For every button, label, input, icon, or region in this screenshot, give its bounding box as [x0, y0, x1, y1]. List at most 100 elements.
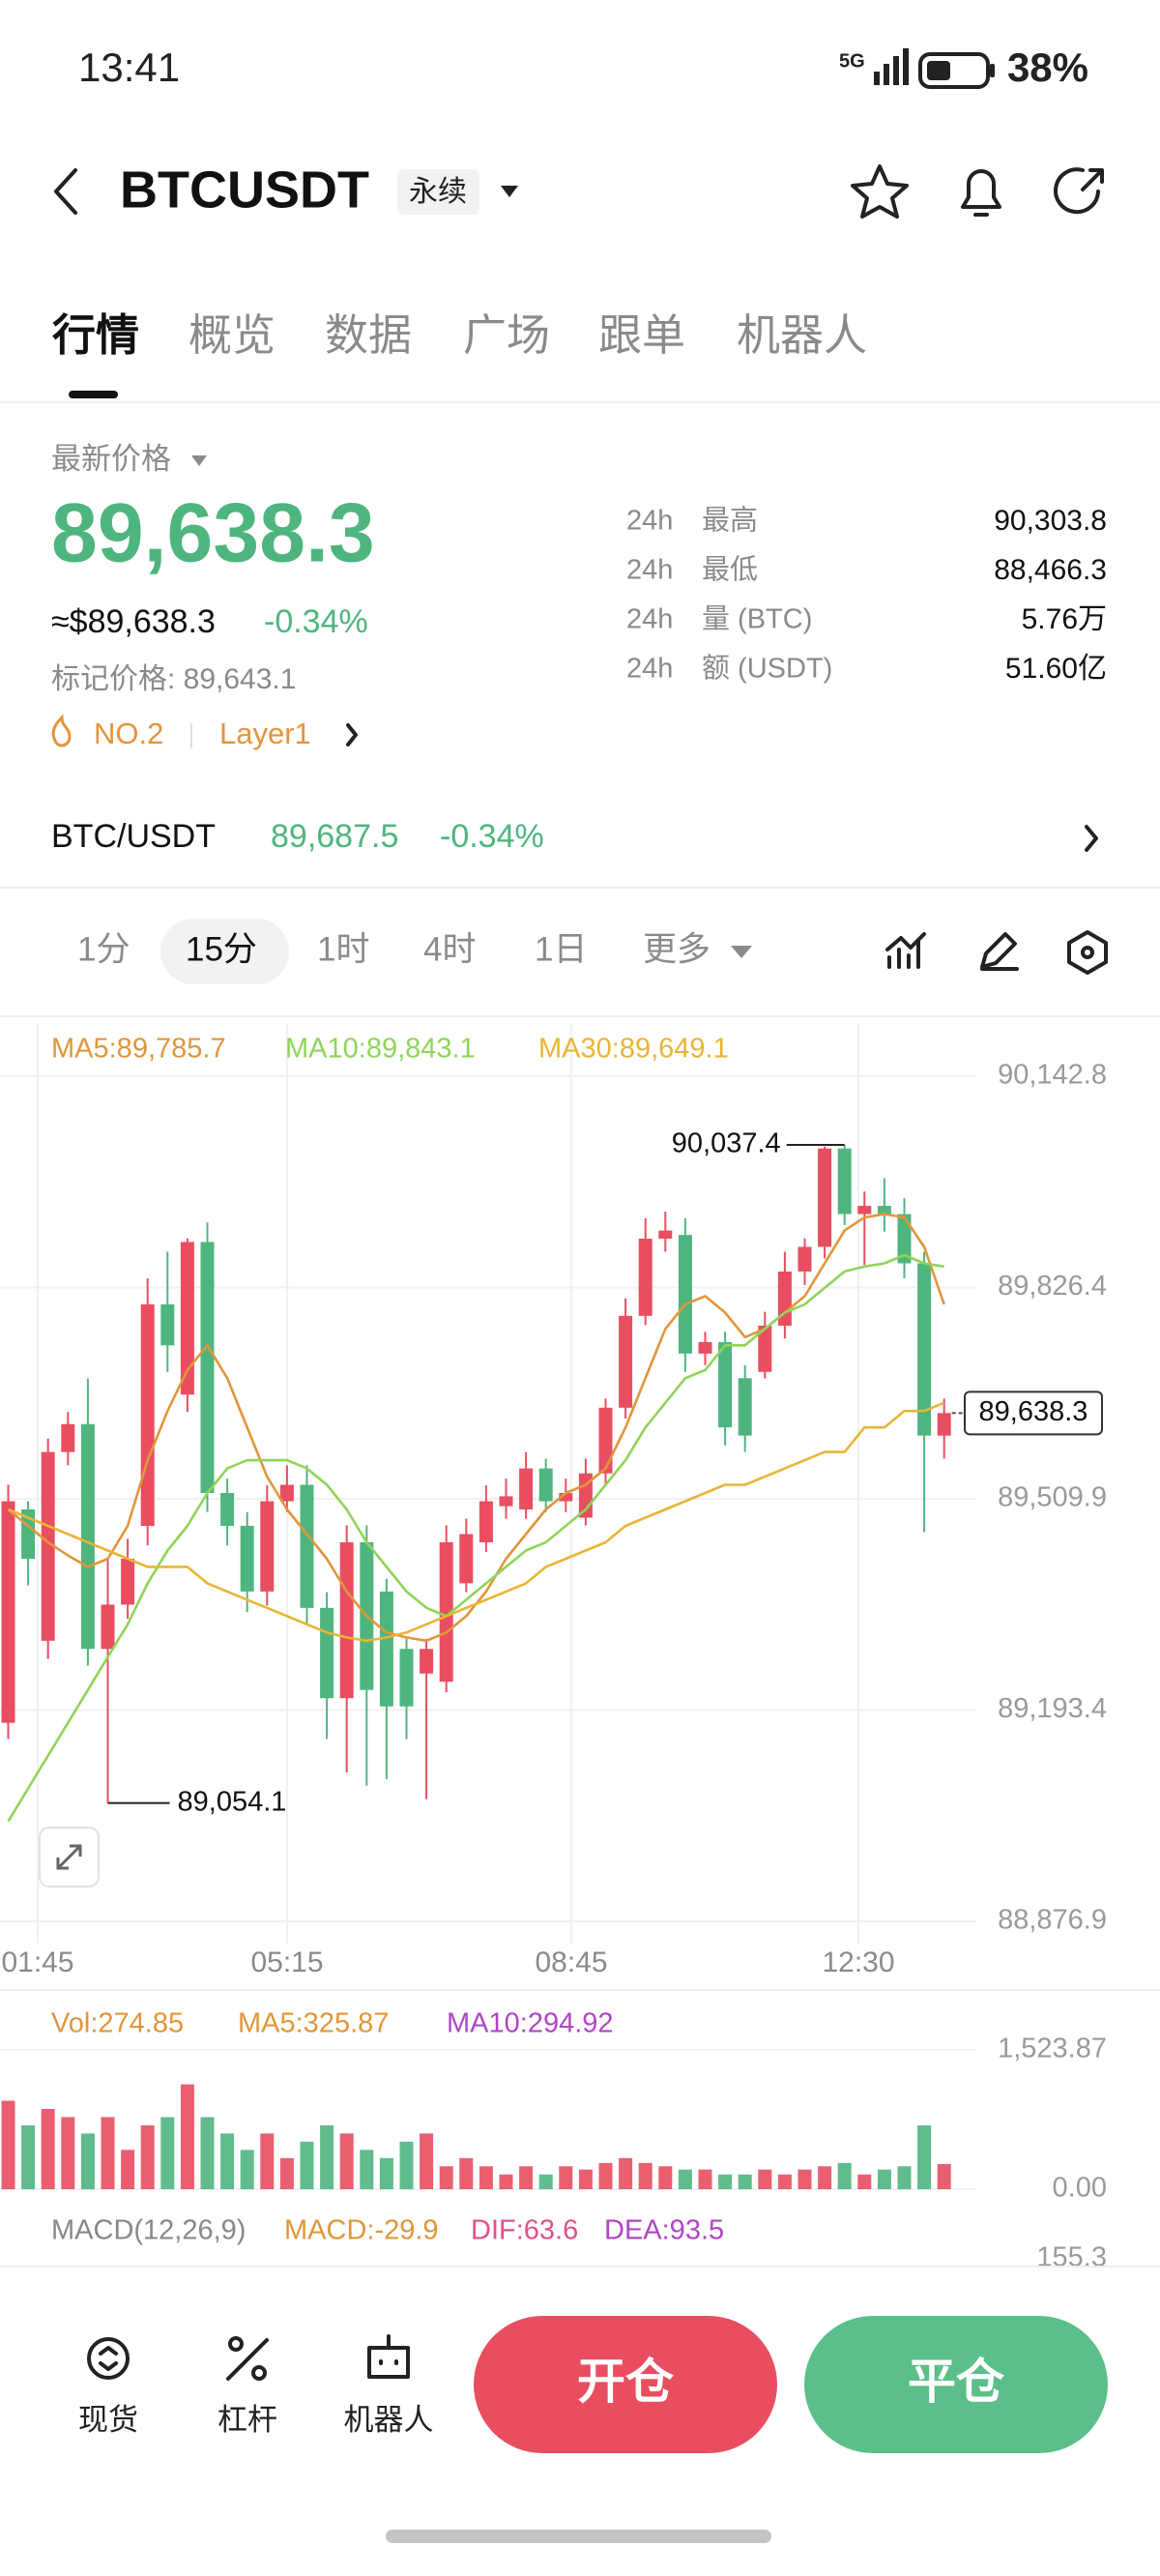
badge-label[interactable]: 永续	[409, 176, 467, 208]
volume-legend: Vol:274.85	[51, 2008, 184, 2039]
badge[interactable]	[397, 169, 479, 215]
action-button[interactable]	[804, 2316, 1108, 2453]
tab[interactable]: 概览	[188, 310, 276, 360]
interval[interactable]: 4时	[423, 930, 476, 968]
interval[interactable]: 1分	[77, 930, 130, 968]
macd-legend: DEA:93.5	[604, 2215, 724, 2246]
last-price: 89,638.3	[51, 487, 375, 580]
home-indicator	[386, 2530, 771, 2543]
volume-bar	[718, 2174, 733, 2189]
expand-icon[interactable]	[56, 1844, 82, 1870]
candle-body	[379, 1591, 393, 1707]
candle-body	[857, 1206, 872, 1215]
volume-bar	[678, 2169, 692, 2189]
volume-bar	[777, 2174, 792, 2189]
action-button[interactable]	[474, 2316, 777, 2453]
candle-body	[80, 1423, 95, 1650]
candle-body	[300, 1484, 314, 1608]
candle-body	[320, 1607, 334, 1699]
volume-tick-label: 1,523.87	[998, 2034, 1107, 2064]
nav-icon[interactable]	[87, 2337, 130, 2380]
volume-bar	[339, 2133, 354, 2189]
interval[interactable]: 15分	[186, 930, 257, 968]
volume-bar	[519, 2166, 534, 2189]
interval[interactable]: 更多	[643, 930, 710, 968]
nav-icon[interactable]	[367, 2334, 410, 2379]
spot-price: 89,687.5	[271, 818, 398, 855]
net-type: 5G	[839, 50, 865, 72]
last-price-tag: 89,638.3	[979, 1396, 1088, 1427]
candle-body	[698, 1341, 712, 1354]
usd-price: ≈$89,638.3	[51, 603, 216, 640]
stat-value: 88,466.3	[994, 554, 1107, 586]
price-dropdown[interactable]	[191, 455, 207, 466]
ma-legend: MA30:89,649.1	[538, 1034, 729, 1065]
tag-chevron[interactable]	[346, 723, 358, 746]
tab[interactable]: 跟单	[598, 310, 685, 360]
back-button[interactable]	[54, 168, 77, 215]
candle-body	[897, 1214, 912, 1264]
symbol: BTCUSDT	[120, 161, 369, 219]
volume-bar	[478, 2166, 493, 2189]
badge-dropdown[interactable]	[501, 186, 518, 197]
volume-bar	[420, 2133, 434, 2189]
candle-body	[937, 1413, 951, 1436]
favorite-icon[interactable]	[851, 164, 909, 219]
volume-bar	[260, 2133, 275, 2189]
battery-icon	[918, 52, 995, 89]
volume-bar	[320, 2124, 334, 2189]
indicator-icon[interactable]	[885, 932, 926, 969]
candle-body	[240, 1525, 254, 1592]
x-tick-label: 01:45	[1, 1947, 73, 1978]
candle-body	[140, 1303, 155, 1526]
nav-label[interactable]: 机器人	[344, 2403, 434, 2437]
x-tick-label: 12:30	[822, 1947, 894, 1978]
nav-label[interactable]: 现货	[78, 2403, 138, 2437]
candle-body	[160, 1303, 175, 1346]
mark-price: 标记价格: 89,643.1	[51, 663, 296, 695]
alert-icon[interactable]	[961, 169, 1001, 217]
price-label: 最新价格	[51, 442, 171, 476]
volume-bar	[80, 2133, 95, 2189]
candle-body	[598, 1407, 613, 1474]
macd-legend: DIF:63.6	[471, 2215, 578, 2246]
action-label[interactable]: 平仓	[908, 2355, 1005, 2409]
volume-bar	[379, 2157, 393, 2189]
draw-icon[interactable]	[980, 932, 1019, 971]
tab[interactable]: 广场	[463, 310, 550, 360]
interval[interactable]: 1时	[317, 930, 369, 968]
action-label[interactable]: 开仓	[577, 2355, 675, 2409]
tab[interactable]: 机器人	[737, 310, 867, 360]
stat-label: 最低	[702, 554, 758, 586]
candle-body	[101, 1604, 115, 1650]
divider	[0, 1989, 1160, 1991]
share-icon[interactable]	[1054, 167, 1104, 215]
volume-bar	[698, 2169, 712, 2189]
sector-tag[interactable]: Layer1	[219, 717, 311, 750]
candle-body	[459, 1534, 474, 1584]
last-price-box	[964, 1390, 1103, 1436]
signal-icon: 5G	[839, 48, 909, 85]
volume-bar	[857, 2174, 872, 2189]
more-dropdown[interactable]	[731, 946, 752, 958]
settings-icon[interactable]	[1067, 930, 1108, 975]
volume-bar	[459, 2157, 474, 2189]
spot-chevron[interactable]	[1085, 825, 1098, 852]
volume-bar	[180, 2084, 194, 2189]
candle-body	[260, 1501, 275, 1592]
volume-bar	[758, 2169, 772, 2189]
candle-body	[339, 1541, 354, 1699]
candle-body	[439, 1541, 453, 1683]
status-time: 13:41	[78, 44, 180, 90]
volume-legend: MA5:325.87	[238, 2008, 389, 2039]
candle-body	[877, 1206, 891, 1215]
nav-icon[interactable]	[226, 2336, 269, 2381]
interval[interactable]: 1日	[535, 930, 587, 968]
tab[interactable]: 行情	[52, 310, 139, 360]
tab[interactable]: 数据	[325, 310, 412, 360]
ma-legend: MA10:89,843.1	[285, 1034, 476, 1065]
candle-body	[758, 1325, 772, 1372]
y-tick-label: 88,876.9	[998, 1905, 1107, 1936]
nav-label[interactable]: 杠杆	[218, 2403, 277, 2437]
candle-body	[738, 1378, 752, 1436]
